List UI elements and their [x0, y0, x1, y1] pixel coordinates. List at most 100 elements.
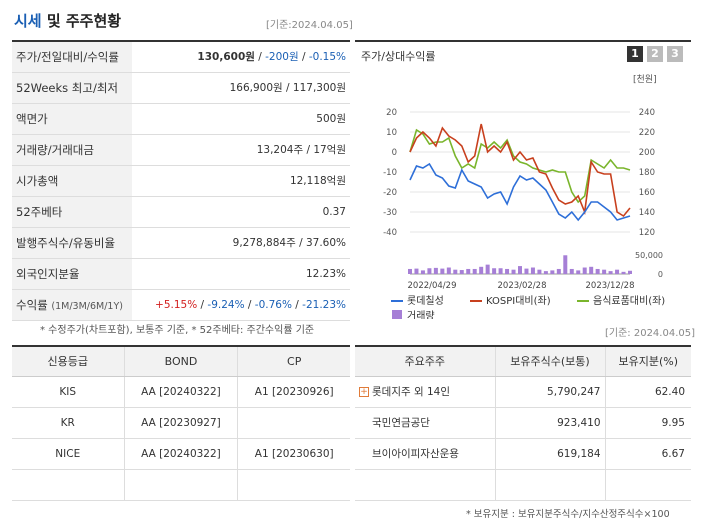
series-line-2 — [409, 128, 631, 204]
credit-cell: AA [20240322] — [123, 438, 238, 470]
returns-key: 수익률 — [16, 297, 48, 312]
legend-label: KOSPI대비(좌) — [486, 295, 551, 307]
table-row: + 롯데지주 외 14인 5,790,247 62.40 — [355, 376, 691, 408]
volume-bar — [543, 271, 548, 274]
price-table: 주가/전일대비/수익률 130,600원 / -200원 / -0.15% 52We… — [12, 40, 350, 321]
legend-label: 거래량 — [407, 310, 435, 319]
credit-cell: AA [20230927] — [123, 407, 238, 439]
legend-label: 롯데칠성 — [407, 295, 444, 307]
credit-cell: KIS — [12, 376, 124, 408]
volume-bar — [453, 269, 458, 274]
volume-bar — [466, 268, 471, 274]
left-tick-label: 10 — [386, 128, 397, 138]
holder-pct: 6.67 — [604, 438, 691, 470]
right-tick-label: 120 — [639, 228, 655, 238]
volume-bar — [518, 266, 522, 274]
left-tick-label: -30 — [383, 208, 397, 218]
returns-sub: (1M/3M/6M/1Y) — [51, 300, 123, 312]
credit-header: BOND — [123, 346, 238, 377]
right-tick-label: 140 — [639, 208, 655, 218]
table-row: KIS AA [20240322] A1 [20230926] — [12, 376, 350, 408]
holders-footnote: * 보유지분 : 보유지분주식수/지수산정주식수×100 — [466, 509, 670, 520]
table-row: NICE AA [20240322] A1 [20230630] — [12, 438, 350, 470]
price-row-value: 12.23% — [305, 267, 346, 280]
volume-tick-label: 50,000 — [635, 251, 663, 260]
volume-bar — [459, 270, 464, 274]
holder-header: 보유주식수(보통) — [494, 346, 605, 377]
price-row: 거래량/거래대금 13,204주 / 17억원 — [12, 134, 350, 165]
expand-plus-icon[interactable]: + — [359, 387, 369, 397]
credit-cell: NICE — [12, 438, 124, 470]
holder-pct: 62.40 — [604, 376, 691, 408]
holder-header: 보유지분(%) — [604, 346, 691, 377]
price-row-label: 외국인지분율 — [12, 258, 132, 289]
legend-swatch — [392, 310, 402, 319]
stock-chart: [천원] 20 10 0 -10 -20 -30 -40 240 220 200 180 160 140 1… — [383, 74, 665, 319]
credit-header: 신용등급 — [12, 346, 124, 377]
volume-bar — [511, 269, 516, 274]
right-tick-label: 200 — [639, 148, 655, 158]
volume-bar — [576, 270, 581, 274]
price-change: -200원 — [265, 51, 299, 64]
holder-name-cell: 브이아이피자산운용 — [355, 438, 495, 470]
legend-label: 음식료품대비(좌) — [593, 295, 665, 307]
volume-bar — [479, 266, 484, 274]
table-row — [12, 469, 350, 501]
volume-tick-label: 0 — [658, 270, 663, 279]
series-line-0 — [409, 162, 631, 222]
credit-cell: KR — [12, 407, 124, 439]
series-line-1 — [409, 123, 631, 218]
left-tick-label: -20 — [383, 188, 397, 198]
holder-pct — [604, 469, 691, 501]
price-row: 주가/전일대비/수익률 130,600원 / -200원 / -0.15% — [12, 41, 350, 72]
return-value: +5.15% — [155, 298, 198, 311]
credit-cell — [12, 469, 124, 501]
x-tick-label: 2023/02/28 — [498, 281, 547, 291]
holder-name-cell: 국민연금공단 — [355, 407, 495, 439]
price-row-label: 거래량/거래대금 — [12, 134, 132, 165]
left-tick-label: 0 — [392, 148, 397, 158]
credit-cell — [237, 407, 350, 439]
current-price: 130,600원 — [197, 51, 255, 64]
right-axis-unit: [천원] — [633, 74, 657, 85]
volume-bar — [608, 271, 613, 274]
volume-bar — [582, 267, 587, 274]
chart-tab-1[interactable]: 1 — [627, 46, 643, 62]
price-row-label: 액면가 — [12, 103, 132, 134]
volume-bar — [427, 268, 432, 274]
volume-bar — [472, 268, 477, 274]
price-row: 발행주식수/유동비율 9,278,884주 / 37.60% — [12, 227, 350, 258]
price-row-label: 시가총액 — [12, 165, 132, 196]
credit-cell: A1 [20230630] — [237, 438, 350, 470]
chart-tab-3[interactable]: 3 — [667, 46, 683, 62]
volume-bar — [433, 267, 438, 274]
price-row-label: 52주베타 — [12, 196, 132, 227]
holder-header: 주요주주 — [355, 346, 495, 377]
price-row-label: 발행주식수/유동비율 — [12, 227, 132, 258]
chart-tab-2[interactable]: 2 — [647, 46, 663, 62]
volume-bar — [446, 267, 451, 274]
major-holders-table: 주요주주 보유주식수(보통) 보유지분(%) + 롯데지주 외 14인 5,790,24… — [355, 345, 691, 501]
price-row: 외국인지분율 12.23% — [12, 258, 350, 289]
volume-bar — [420, 270, 425, 274]
price-row: 52Weeks 최고/최저 166,900원 / 117,300원 — [12, 72, 350, 103]
return-value: -21.23% — [302, 298, 346, 311]
basis-date: [기준:2024.04.05] — [266, 20, 353, 31]
price-row: 시가총액 12,118억원 — [12, 165, 350, 196]
credit-cell: A1 [20230926] — [237, 376, 350, 408]
price-footnote: * 수정주가(차트포함), 보통주 기준, * 52주베타: 주간수익률 기준 — [40, 325, 315, 336]
x-tick-label: 2022/04/29 — [408, 281, 457, 291]
price-row: 52주베타 0.37 — [12, 196, 350, 227]
price-row-label: 52Weeks 최고/최저 — [12, 72, 132, 103]
returns-row: 수익률 (1M/3M/6M/1Y) +5.15% / -9.24% / -0.76… — [12, 289, 350, 320]
volume-bar — [537, 269, 542, 274]
returns-values: +5.15% / -9.24% / -0.76% / -21.23% — [155, 298, 346, 311]
volume-bar — [485, 264, 490, 274]
x-tick-label: 2023/12/28 — [586, 281, 635, 291]
holder-name: 롯데지주 외 14인 — [372, 386, 450, 398]
right-tick-label: 240 — [639, 108, 655, 118]
left-tick-label: -40 — [383, 228, 397, 238]
holder-name-cell: + 롯데지주 외 14인 — [355, 376, 495, 408]
credit-cell — [237, 469, 350, 501]
